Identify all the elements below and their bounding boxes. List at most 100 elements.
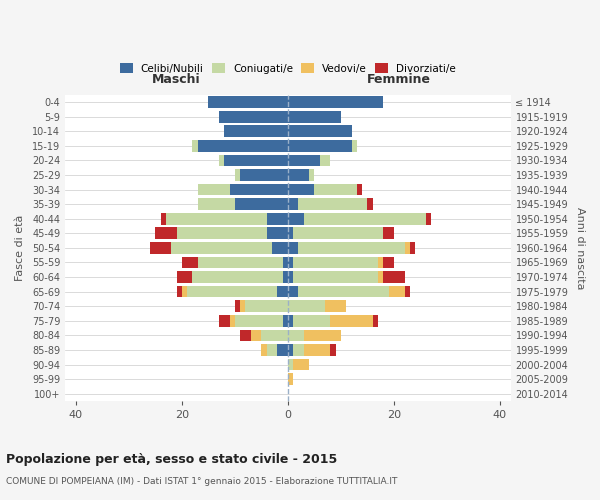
Legend: Celibi/Nubili, Coniugati/e, Vedovi/e, Divorziati/e: Celibi/Nubili, Coniugati/e, Vedovi/e, Di… <box>117 60 459 76</box>
Bar <box>150 242 171 254</box>
Bar <box>288 256 293 268</box>
Bar <box>262 330 288 341</box>
Bar <box>288 344 293 356</box>
Bar <box>240 330 251 341</box>
Bar <box>288 140 352 151</box>
Bar <box>198 256 283 268</box>
Text: Popolazione per età, sesso e stato civile - 2015: Popolazione per età, sesso e stato civil… <box>6 452 337 466</box>
Bar <box>367 198 373 210</box>
Bar <box>235 169 240 181</box>
Bar <box>219 315 230 326</box>
Bar <box>309 169 314 181</box>
Bar <box>404 286 410 298</box>
Bar <box>383 256 394 268</box>
Bar <box>288 300 325 312</box>
Bar <box>293 315 331 326</box>
Bar <box>198 198 235 210</box>
Y-axis label: Fasce di età: Fasce di età <box>15 214 25 281</box>
Bar <box>410 242 415 254</box>
Bar <box>235 198 288 210</box>
Bar <box>193 271 283 283</box>
Bar <box>240 300 245 312</box>
Bar <box>219 154 224 166</box>
Bar <box>298 286 389 298</box>
Bar <box>219 111 288 122</box>
Bar <box>288 286 298 298</box>
Bar <box>288 374 293 385</box>
Bar <box>166 213 266 224</box>
Bar <box>277 344 288 356</box>
Bar <box>293 344 304 356</box>
Bar <box>304 213 426 224</box>
Bar <box>314 184 357 196</box>
Bar <box>171 242 272 254</box>
Y-axis label: Anni di nascita: Anni di nascita <box>575 206 585 289</box>
Text: COMUNE DI POMPEIANA (IM) - Dati ISTAT 1° gennaio 2015 - Elaborazione TUTTITALIA.: COMUNE DI POMPEIANA (IM) - Dati ISTAT 1°… <box>6 478 397 486</box>
Bar <box>288 315 293 326</box>
Bar <box>383 271 404 283</box>
Bar <box>404 242 410 254</box>
Bar <box>331 344 335 356</box>
Bar <box>298 242 404 254</box>
Bar <box>373 315 378 326</box>
Text: Femmine: Femmine <box>367 73 431 86</box>
Bar <box>288 184 314 196</box>
Bar <box>426 213 431 224</box>
Bar <box>293 271 378 283</box>
Bar <box>298 198 367 210</box>
Bar <box>383 228 394 239</box>
Bar <box>155 228 176 239</box>
Bar <box>182 286 187 298</box>
Bar <box>176 228 266 239</box>
Bar <box>288 213 304 224</box>
Bar <box>161 213 166 224</box>
Bar <box>230 184 288 196</box>
Bar <box>272 242 288 254</box>
Bar <box>266 344 277 356</box>
Bar <box>288 358 293 370</box>
Bar <box>262 344 266 356</box>
Bar <box>378 256 383 268</box>
Bar <box>293 358 309 370</box>
Bar <box>176 271 193 283</box>
Bar <box>389 286 404 298</box>
Bar <box>293 256 378 268</box>
Bar <box>266 228 288 239</box>
Bar <box>235 315 283 326</box>
Bar <box>357 184 362 196</box>
Bar <box>288 96 383 108</box>
Bar <box>288 271 293 283</box>
Bar <box>288 169 309 181</box>
Bar <box>331 315 373 326</box>
Bar <box>198 140 288 151</box>
Bar <box>288 126 352 137</box>
Bar <box>208 96 288 108</box>
Bar <box>283 271 288 283</box>
Bar <box>293 228 383 239</box>
Text: Maschi: Maschi <box>152 73 201 86</box>
Bar <box>304 330 341 341</box>
Bar <box>325 300 346 312</box>
Bar <box>277 286 288 298</box>
Bar <box>352 140 357 151</box>
Bar <box>288 330 304 341</box>
Bar <box>182 256 198 268</box>
Bar <box>288 228 293 239</box>
Bar <box>320 154 331 166</box>
Bar <box>288 111 341 122</box>
Bar <box>176 286 182 298</box>
Bar <box>230 315 235 326</box>
Bar <box>304 344 331 356</box>
Bar <box>224 154 288 166</box>
Bar <box>245 300 288 312</box>
Bar <box>235 300 240 312</box>
Bar <box>224 126 288 137</box>
Bar <box>378 271 383 283</box>
Bar <box>240 169 288 181</box>
Bar <box>198 184 230 196</box>
Bar <box>193 140 198 151</box>
Bar <box>288 154 320 166</box>
Bar <box>283 256 288 268</box>
Bar <box>266 213 288 224</box>
Bar <box>187 286 277 298</box>
